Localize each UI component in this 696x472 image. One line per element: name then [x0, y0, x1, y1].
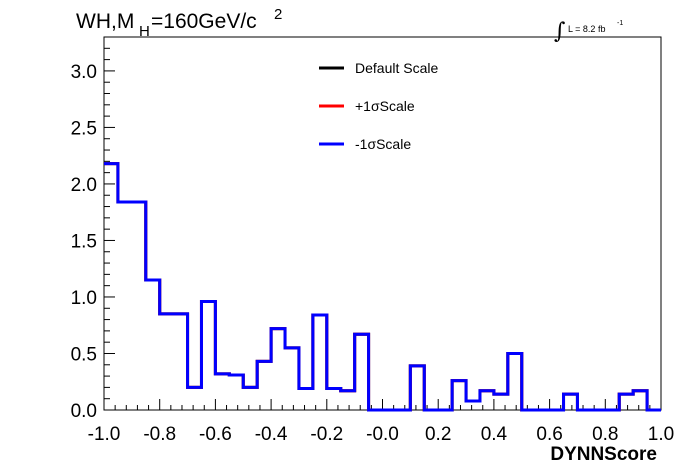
x-tick-label: 0.8 [592, 424, 618, 445]
legend-entry: Default Scale [355, 60, 438, 76]
legend: Default Scale +1σScale -1σScale [319, 60, 438, 152]
histogram-series [104, 162, 661, 412]
x-tick-label: -0.4 [255, 424, 288, 445]
title-superscript: 2 [274, 6, 282, 23]
legend-entry: -1σScale [355, 136, 411, 152]
lumi-superscript: -1 [617, 20, 623, 27]
x-axis: -1.0 -0.8 -0.6 -0.4 -0.2 -0.0 0.2 0.4 0.6 0.8 1.0 [88, 399, 674, 445]
y-tick-label: 3.0 [71, 62, 97, 83]
integral-symbol: ∫ [554, 19, 566, 44]
x-tick-label: -0.6 [199, 424, 232, 445]
y-tick-label: 2.0 [71, 175, 97, 196]
x-tick-label: 0.2 [425, 424, 451, 445]
legend-entry: +1σScale [355, 98, 415, 114]
x-tick-label: 0.4 [481, 424, 508, 445]
x-axis-label: DYNNScore [550, 444, 657, 465]
x-tick-label: -1.0 [88, 424, 121, 445]
y-tick-label: 1.0 [71, 288, 97, 309]
series-line-2 [104, 162, 661, 412]
y-axis: 0.0 0.5 1.0 1.5 2.0 2.5 3.0 [71, 36, 115, 422]
x-tick-label: -0.8 [143, 424, 176, 445]
luminosity-label: ∫ L = 8.2 fb -1 [554, 19, 623, 44]
title-subscript: H [139, 23, 150, 40]
title-rest: =160GeV/c [151, 10, 257, 33]
x-tick-label: 1.0 [648, 424, 674, 445]
lumi-text: L = 8.2 fb [568, 24, 605, 34]
x-tick-label: 0.6 [536, 424, 562, 445]
y-tick-label: 0.0 [71, 401, 97, 422]
title-main: WH,M [76, 10, 134, 33]
y-tick-label: 2.5 [71, 118, 97, 139]
chart-title: WH,M H =160GeV/c 2 [76, 6, 282, 40]
y-tick-label: 1.5 [71, 231, 97, 252]
x-tick-label: -0.2 [310, 424, 343, 445]
y-tick-label: 0.5 [71, 344, 97, 365]
x-tick-label: -0.0 [366, 424, 399, 445]
